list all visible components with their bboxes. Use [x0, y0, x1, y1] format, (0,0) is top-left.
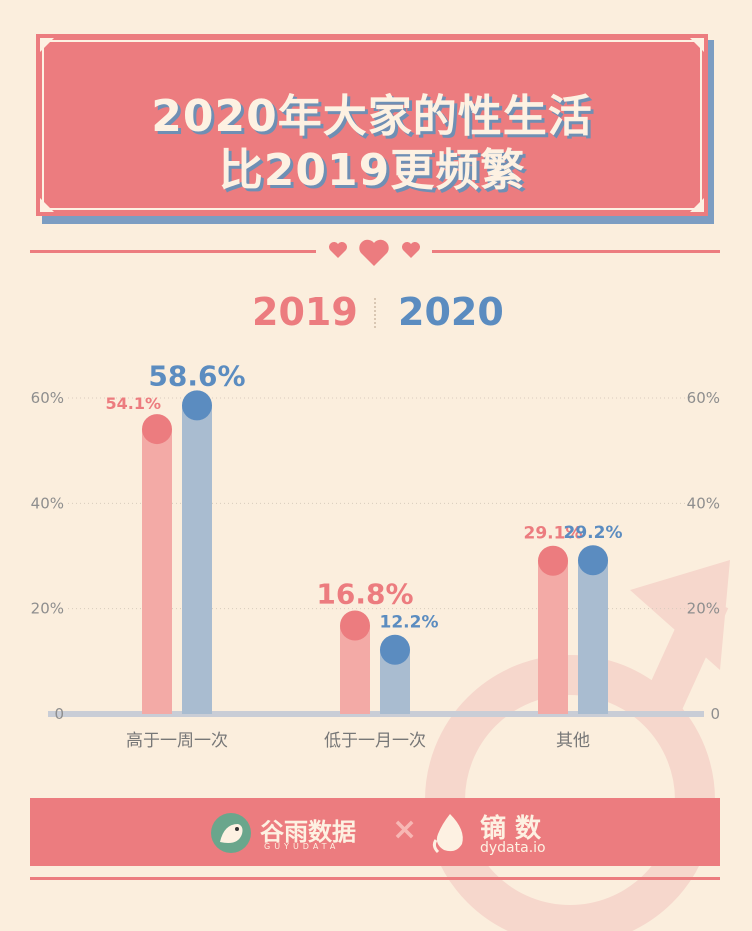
heart-icon [402, 242, 420, 258]
legend-2020: 2020 [398, 290, 504, 334]
legend-2019: 2019 [252, 290, 358, 334]
bar-2020 [578, 560, 608, 714]
bar-cap-2019 [340, 610, 370, 641]
data-label-2020: 29.2% [564, 523, 623, 543]
y-tick-label-right: 40% [687, 494, 720, 512]
y-tick-label-right: 60% [687, 389, 720, 407]
heart-icon [329, 242, 347, 258]
dydata-logo-icon [432, 814, 463, 854]
category-label: 高于一周一次 [126, 731, 228, 751]
category-label: 其他 [556, 731, 590, 751]
bar-chart: 0 0 20% 20% 40% 40% 60% 60% 54.1% 58.6% 16.8%12.2… [31, 360, 720, 751]
bar-cap-2019 [538, 545, 568, 576]
brand-dydata-sub: dydata.io [480, 840, 546, 856]
chart-title-line-2: 比2019更频繁 [218, 145, 526, 196]
data-label-2019: 16.8% [316, 578, 413, 611]
corner-decoration [40, 198, 54, 212]
footer-rule [30, 877, 720, 880]
bird-logo-icon [211, 813, 251, 853]
corner-decoration [690, 198, 704, 212]
footer-banner: 谷雨数据 GUYUDATA × 镝 数 dydata.io [30, 798, 720, 866]
bar-cap-2020 [182, 390, 212, 421]
bars [142, 390, 608, 714]
category-label: 低于一月一次 [324, 731, 426, 751]
y-tick-label-left: 20% [31, 600, 64, 618]
bar-2020 [182, 405, 212, 714]
chart-title-line-1: 2020年大家的性生活 [151, 91, 593, 142]
divider-line [432, 250, 720, 253]
data-label-2019: 29.1% [524, 524, 583, 544]
category-labels: 高于一周一次 低于一月一次 其他 [126, 731, 590, 751]
y-tick-label-left: 60% [31, 389, 64, 407]
y-tick-label-right: 20% [687, 600, 720, 618]
axis-ticks: 0 0 20% 20% 40% 40% 60% 60% [31, 389, 720, 723]
data-label-2020: 12.2% [380, 613, 439, 633]
bar-2019 [142, 429, 172, 714]
data-label-2019: 54.1% [105, 394, 161, 413]
data-label-2020: 58.6% [148, 360, 245, 392]
bar-cap-2019 [142, 414, 172, 445]
legend-separator [374, 298, 376, 328]
heart-icon [359, 239, 389, 266]
hearts-decoration [329, 239, 420, 266]
divider-line [30, 250, 316, 253]
bar-cap-2020 [578, 545, 608, 576]
y-tick-label-left: 0 [54, 705, 64, 723]
bar-cap-2020 [380, 634, 410, 665]
y-tick-label-right: 0 [710, 705, 720, 723]
title-banner: 2020年大家的性生活 比2019更频繁 [36, 34, 708, 216]
bar-2019 [538, 560, 568, 714]
corner-decoration [690, 38, 704, 52]
collab-separator: × [392, 812, 418, 847]
brand-dydata-name: 镝 数 [480, 814, 542, 844]
brand-guyu-sub: GUYUDATA [264, 842, 340, 851]
brand-guyu-name: 谷雨数据 [260, 818, 356, 846]
y-tick-label-left: 40% [31, 494, 64, 512]
corner-decoration [40, 38, 54, 52]
data-labels: 54.1% 58.6% 16.8%12.2% 29.1%29.2% [105, 360, 622, 633]
